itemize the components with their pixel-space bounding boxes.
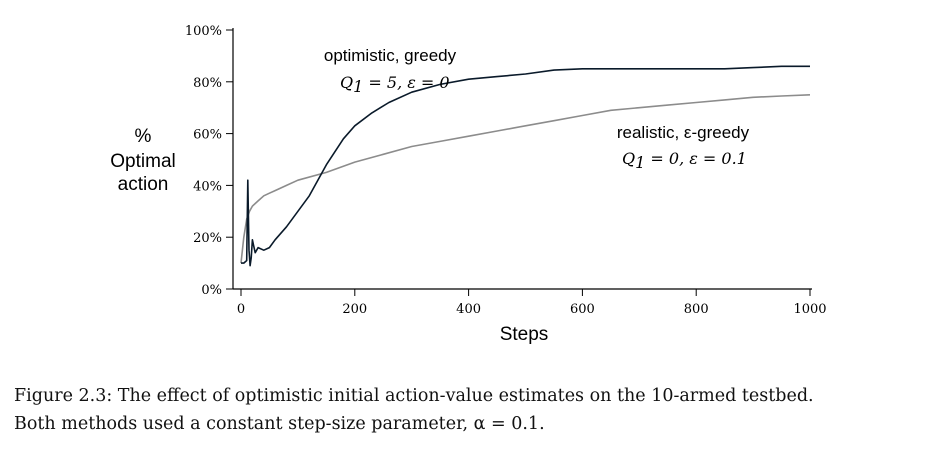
- y-axis-title-line-3: action: [118, 174, 169, 195]
- x-tick-label: 800: [684, 302, 709, 317]
- y-tick-label: 40%: [193, 179, 222, 194]
- caption-line-1: Figure 2.3: The effect of optimistic ini…: [14, 386, 814, 406]
- x-tick-label: 600: [570, 302, 595, 317]
- x-tick-label: 400: [456, 302, 481, 317]
- y-tick-label: 100%: [185, 24, 222, 39]
- optimistic-greedy-series-line: [241, 65, 810, 267]
- x-tick-label: 0: [237, 302, 245, 317]
- y-tick-label: 60%: [193, 128, 222, 143]
- egreedy-series-params: Q1 = 0, ε = 0.1: [622, 149, 747, 172]
- realistic-egreedy-series-line: [240, 94, 811, 264]
- greedy-series-label: optimistic, greedy: [324, 46, 457, 65]
- y-axis-title-line-1: %: [135, 126, 152, 147]
- egreedy-series-label: realistic, ε-greedy: [617, 123, 750, 142]
- x-ticks: 0 200 400 600 800 1000: [237, 289, 827, 317]
- caption-line-2: Both methods used a constant step-size p…: [14, 414, 545, 434]
- y-axis-title-line-2: Optimal: [110, 151, 175, 172]
- greedy-series-params: Q1 = 5, ε = 0: [340, 73, 450, 96]
- y-tick-label: 0%: [201, 283, 222, 298]
- y-tick-label: 80%: [193, 76, 222, 91]
- y-ticks: 0% 20% 40% 60% 80% 100%: [185, 24, 233, 298]
- y-tick-label: 20%: [193, 231, 222, 246]
- x-tick-label: 200: [342, 302, 367, 317]
- x-axis-title: Steps: [500, 324, 549, 345]
- series-layer: [240, 65, 811, 267]
- x-tick-label: 1000: [793, 302, 826, 317]
- figure-caption: Figure 2.3: The effect of optimistic ini…: [14, 382, 934, 438]
